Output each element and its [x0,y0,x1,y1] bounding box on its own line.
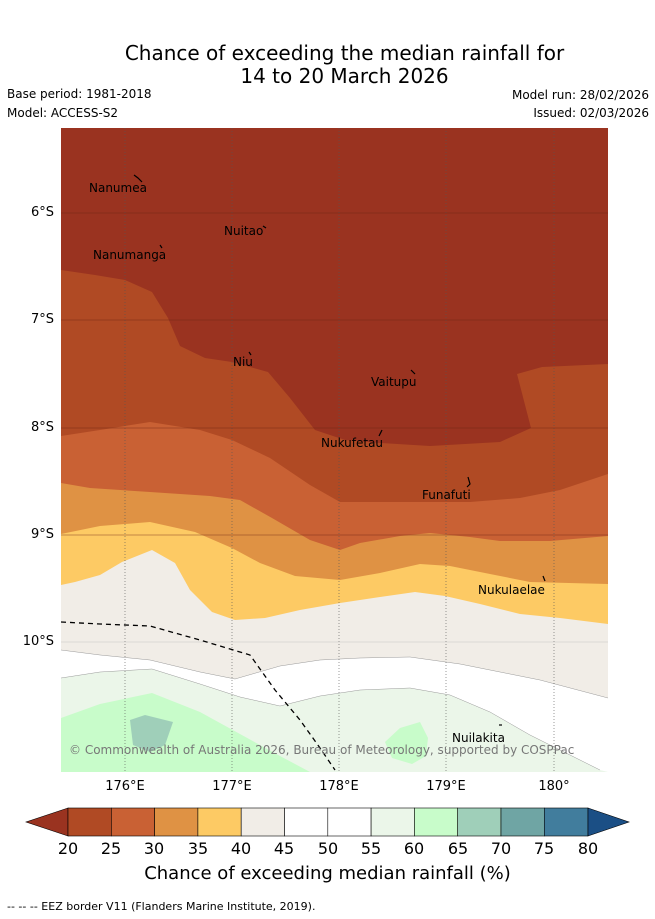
place-label: Vaitupu [371,375,417,389]
lat-label-8s: 8°S [30,420,54,435]
lon-label-179e: 179°E [426,779,466,794]
place-label: Nukufetau [321,436,383,450]
colorbar-tick: 55 [360,839,382,858]
model-run: Model run: 28/02/2026 [511,88,649,102]
colorbar-extend-high [587,807,630,837]
lon-label-178e: 178°E [319,779,359,794]
lon-label-177e: 177°E [212,779,252,794]
place-label: Nukulaelae [478,583,545,597]
place-label: Nuitao [224,224,263,238]
colorbar-tick: 50 [317,839,339,858]
colorbar-tick: 30 [143,839,165,858]
colorbar-extend-low [25,807,69,837]
band-60-65 [61,693,310,772]
map-title-line1: Chance of exceeding the median rainfall … [124,41,565,65]
lon-label-176e: 176°E [105,779,145,794]
rainfall-probability-map: Nanumea Nuitao Nanumanga Niu Vaitupu Nuk… [61,128,608,772]
place-label: Nanumea [89,181,147,195]
colorbar [25,807,630,837]
colorbar-tick: 25 [100,839,122,858]
base-period: Base period: 1981-2018 [7,87,152,101]
band-60-65-patch [385,722,428,764]
eez-legend: -- -- -- EEZ border V11 (Flanders Marine… [7,900,316,913]
band-65-70-patch [130,715,173,752]
place-label: Funafuti [422,488,471,502]
lat-label-10s: 10°S [22,634,54,649]
latitude-lines [61,212,608,643]
graticule [124,128,555,772]
issued-date: Issued: 02/03/2026 [533,106,649,120]
colorbar-tick: 75 [533,839,555,858]
lat-label-6s: 6°S [30,205,54,220]
place-label: Niu [233,355,253,369]
colorbar-tick: 45 [273,839,295,858]
place-label: Nuilakita [452,731,505,745]
colorbar-tick: 80 [577,839,599,858]
colorbar-title: Chance of exceeding median rainfall (%) [144,863,511,884]
colorbar-tick: 40 [230,839,252,858]
lat-label-9s: 9°S [30,527,54,542]
place-label: Nanumanga [93,248,166,262]
colorbar-tick: 20 [57,839,79,858]
colorbar-tick: 60 [403,839,425,858]
model-name: Model: ACCESS-S2 [7,106,119,120]
eez-border [61,621,336,771]
islands [133,174,546,726]
lon-label-180: 180° [538,779,570,794]
colorbar-tick: 35 [187,839,209,858]
copyright-notice: © Commonwealth of Australia 2026, Bureau… [69,743,574,757]
lat-label-7s: 7°S [30,312,54,327]
colorbar-tick: 65 [447,839,469,858]
colorbar-tick: 70 [490,839,512,858]
map-title-line2: 14 to 20 March 2026 [240,64,449,88]
